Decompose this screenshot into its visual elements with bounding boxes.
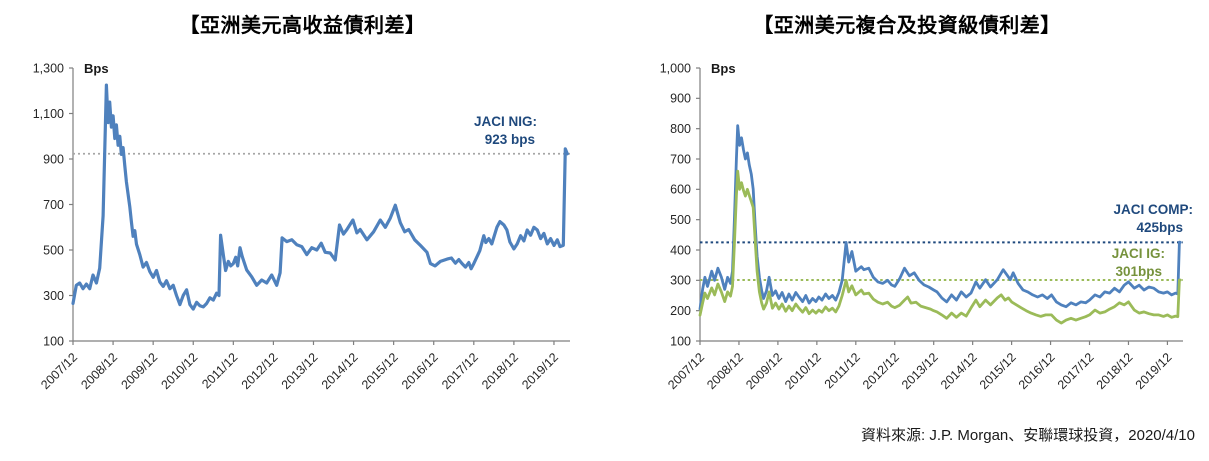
chart-composite-ig-title: 【亞洲美元複合及投資級債利差】 (753, 15, 1061, 37)
series-line-jaci-nig (71, 83, 569, 311)
x-axis-tick-label: 2013/12 (899, 350, 941, 392)
plot-group: 100 200 300 400 500 600 700 800 900 1,000 Bps 2007/… (660, 61, 1183, 392)
x-axis-tick-label: 2008/12 (78, 350, 120, 392)
annotation-jaci-ig-label: JACI IG: (1112, 246, 1165, 261)
y-axis-tick-label: 300 (43, 289, 64, 303)
chart-composite-ig-plot: 100 200 300 400 500 600 700 800 900 1,000 Bps 2007/… (660, 61, 1193, 392)
x-axis-tick-label: 2011/12 (822, 350, 863, 391)
y-axis-tick-label: 700 (43, 198, 64, 212)
x-axis-tick-label: 2017/12 (1055, 350, 1097, 392)
y-axis-tick-label: 900 (43, 152, 64, 166)
x-axis-tick-label: 2019/12 (519, 350, 561, 392)
annotation-jaci-nig-value: 923 bps (485, 132, 535, 147)
annotation-jaci-ig-value: 301bps (1115, 264, 1162, 279)
x-axis-tick-label: 2010/12 (159, 350, 201, 392)
y-axis-tick-label: 1,000 (660, 61, 691, 75)
x-axis-tick-label: 2019/12 (1133, 350, 1175, 392)
y-axis-tick-label: 400 (670, 243, 691, 257)
chart-high-yield-plot: 100 300 500 700 900 1,100 1,300 Bps 2007/122008/… (33, 61, 570, 392)
x-axis-tick-label: 2015/12 (977, 350, 1019, 392)
y-axis-tick-label: 100 (670, 334, 691, 348)
x-axis-tick-label: 2018/12 (479, 350, 521, 392)
y-axis-tick-label: 1,300 (33, 61, 64, 75)
plot-group: 100 300 500 700 900 1,100 1,300 Bps 2007/122008/… (33, 61, 570, 392)
x-axis-tick-label: 2014/12 (938, 350, 980, 392)
annotation-jaci-comp-label: JACI COMP: (1113, 202, 1193, 217)
annotation-jaci-comp-value: 425bps (1136, 220, 1183, 235)
x-axis-tick-label: 2007/12 (665, 350, 707, 392)
x-axis-tick-label: 2014/12 (319, 350, 361, 392)
chart-high-yield: 【亞洲美元高收益債利差】 100 300 500 700 900 1,100 1,300 Bp… (33, 15, 570, 392)
y-axis-tick-label: 500 (670, 213, 691, 227)
y-axis-tick-label: 900 (670, 92, 691, 106)
x-axis-tick-label: 2010/12 (782, 350, 824, 392)
y-axis-tick-label: 200 (670, 304, 691, 318)
x-axis-tick-label: 2009/12 (743, 350, 785, 392)
y-axis-tick-label: 300 (670, 274, 691, 288)
x-axis-tick-label: 2016/12 (1016, 350, 1058, 392)
y-axis-unit-label: Bps (711, 61, 736, 76)
source-note: 資料來源: J.P. Morgan、安聯環球投資，2020/4/10 (860, 427, 1195, 444)
series-line-jaci-ig (698, 169, 1182, 325)
y-axis-tick-label: 100 (43, 334, 64, 348)
x-axis-tick-label: 2016/12 (399, 350, 441, 392)
y-axis-tick-label: 800 (670, 122, 691, 136)
y-axis-tick-label: 1,100 (33, 107, 64, 121)
x-axis-tick-label: 2012/12 (239, 350, 281, 392)
y-axis-unit-label: Bps (84, 61, 109, 76)
x-axis-tick-label: 2007/12 (38, 350, 80, 392)
annotation-jaci-nig-label: JACI NIG: (474, 114, 537, 129)
axis-lines (72, 68, 570, 342)
x-axis-tick-label: 2018/12 (1094, 350, 1136, 392)
x-axis-tick-label: 2009/12 (118, 350, 160, 392)
x-axis-tick-label: 2011/12 (199, 350, 240, 391)
chart-high-yield-title: 【亞洲美元高收益債利差】 (179, 15, 426, 37)
x-axis-tick-label: 2008/12 (704, 350, 746, 392)
x-axis-tick-label: 2012/12 (860, 350, 902, 392)
x-axis-tick-label: 2013/12 (279, 350, 321, 392)
axis-lines (699, 68, 1183, 342)
y-axis-tick-label: 500 (43, 243, 64, 257)
y-axis-tick-label: 600 (670, 183, 691, 197)
chart-composite-ig: 【亞洲美元複合及投資級債利差】 100 200 300 400 500 600 700 800… (605, 0, 1209, 461)
x-axis-tick-label: 2015/12 (359, 350, 401, 392)
x-axis-tick-label: 2017/12 (439, 350, 481, 392)
y-axis-tick-label: 700 (670, 152, 691, 166)
series-line-jaci-comp (698, 124, 1182, 311)
